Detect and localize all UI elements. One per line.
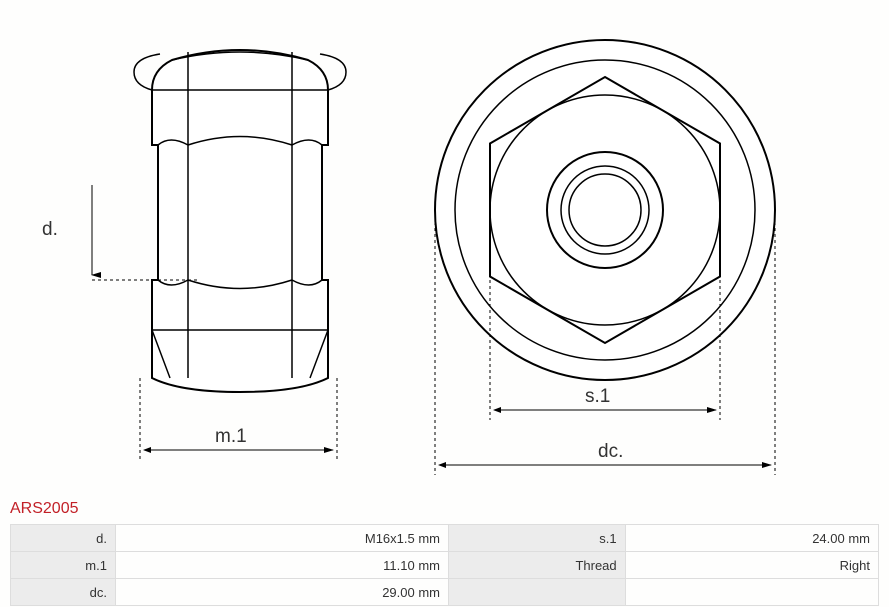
table-row: d. M16x1.5 mm s.1 24.00 mm xyxy=(11,525,879,552)
top-view: s.1 dc. xyxy=(435,40,775,475)
spec-value: 11.10 mm xyxy=(115,552,448,579)
spec-value: 24.00 mm xyxy=(625,525,878,552)
spec-label: dc. xyxy=(11,579,116,606)
spec-value xyxy=(625,579,878,606)
spec-table: d. M16x1.5 mm s.1 24.00 mm m.1 11.10 mm … xyxy=(10,524,879,606)
spec-value: 29.00 mm xyxy=(115,579,448,606)
spec-value: M16x1.5 mm xyxy=(115,525,448,552)
side-view: d. m.1 xyxy=(42,50,346,460)
label-m1: m.1 xyxy=(215,426,247,447)
label-d: d. xyxy=(42,219,58,240)
technical-drawing: d. m.1 s.1 dc. xyxy=(0,0,889,495)
drawing-svg: d. m.1 s.1 dc. xyxy=(0,0,889,495)
table-row: dc. 29.00 mm xyxy=(11,579,879,606)
part-code: ARS2005 xyxy=(10,500,79,518)
spec-label: m.1 xyxy=(11,552,116,579)
spec-label: s.1 xyxy=(449,525,626,552)
table-row: m.1 11.10 mm Thread Right xyxy=(11,552,879,579)
label-dc: dc. xyxy=(598,441,623,462)
spec-label: d. xyxy=(11,525,116,552)
spec-label: Thread xyxy=(449,552,626,579)
label-s1: s.1 xyxy=(585,386,610,407)
spec-label xyxy=(449,579,626,606)
spec-value: Right xyxy=(625,552,878,579)
